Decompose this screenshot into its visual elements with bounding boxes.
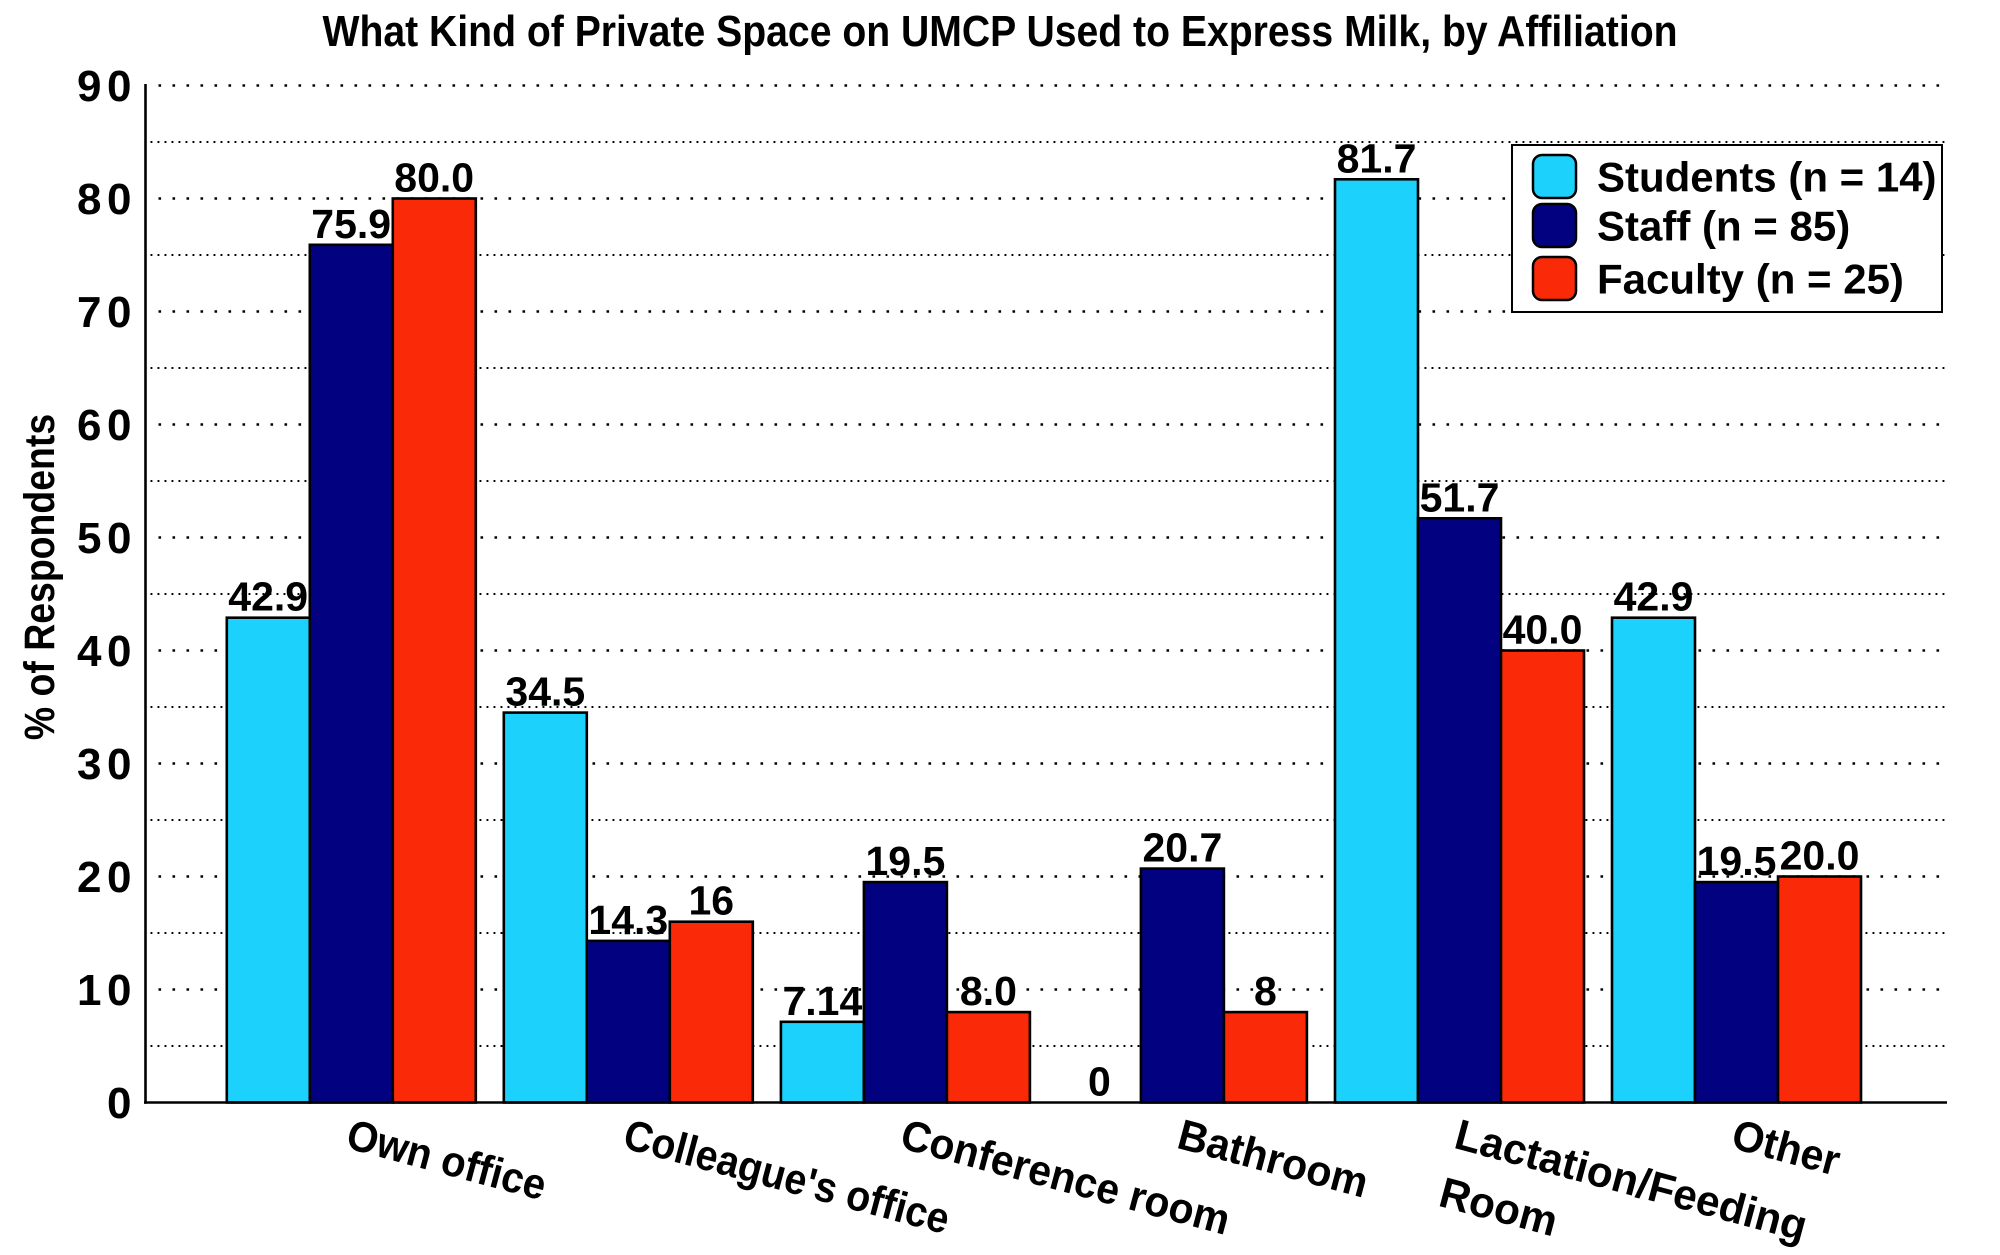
svg-text:70: 70: [77, 288, 137, 337]
svg-text:14.3: 14.3: [588, 897, 668, 943]
svg-text:50: 50: [77, 514, 137, 563]
svg-text:0: 0: [107, 1079, 137, 1128]
svg-text:80.0: 80.0: [394, 155, 474, 201]
svg-text:Students (n = 14): Students (n = 14): [1597, 154, 1937, 201]
svg-text:19.5: 19.5: [865, 838, 945, 884]
svg-text:30: 30: [77, 740, 137, 789]
svg-text:34.5: 34.5: [505, 669, 585, 715]
svg-text:40: 40: [77, 627, 137, 676]
svg-text:90: 90: [77, 62, 137, 111]
svg-text:51.7: 51.7: [1420, 474, 1500, 520]
svg-text:75.9: 75.9: [311, 201, 391, 247]
svg-text:16: 16: [688, 878, 734, 924]
svg-text:Faculty (n = 25): Faculty (n = 25): [1597, 256, 1904, 303]
svg-text:% of Respondents: % of Respondents: [16, 414, 64, 740]
svg-text:10: 10: [77, 966, 137, 1015]
svg-text:19.5: 19.5: [1697, 838, 1777, 884]
svg-text:0: 0: [1088, 1059, 1111, 1105]
svg-text:What Kind of Private Space on: What Kind of Private Space on UMCP Used …: [322, 7, 1677, 55]
svg-text:20.7: 20.7: [1142, 825, 1222, 871]
svg-text:20.0: 20.0: [1780, 833, 1860, 879]
svg-text:Staff (n = 85): Staff (n = 85): [1597, 203, 1850, 250]
svg-text:20: 20: [77, 853, 137, 902]
svg-text:7.14: 7.14: [782, 978, 862, 1024]
svg-text:8.0: 8.0: [960, 968, 1017, 1014]
svg-text:40.0: 40.0: [1503, 607, 1583, 653]
svg-text:42.9: 42.9: [1614, 574, 1694, 620]
svg-text:8: 8: [1254, 968, 1277, 1014]
svg-text:80: 80: [77, 175, 137, 224]
svg-text:81.7: 81.7: [1337, 135, 1417, 181]
svg-text:42.9: 42.9: [228, 574, 308, 620]
svg-text:60: 60: [77, 401, 137, 450]
